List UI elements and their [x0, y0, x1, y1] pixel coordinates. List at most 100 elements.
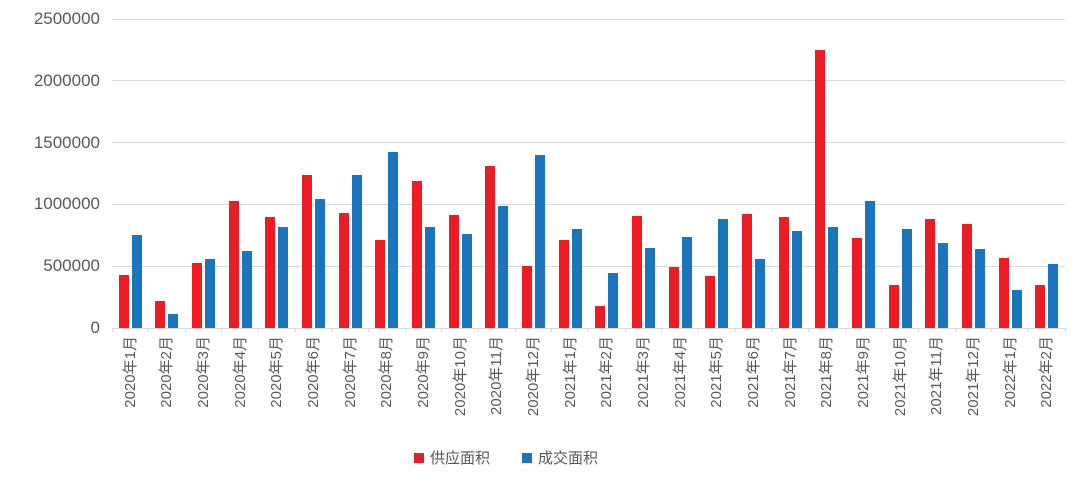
bar-group: [625, 19, 662, 328]
axis-tick: [588, 328, 589, 332]
bar-group: [222, 19, 259, 328]
axis-tick: [221, 328, 223, 332]
x-axis-tick-label: 2020年12月: [525, 336, 543, 417]
bar-成交面积: [608, 273, 619, 328]
bar-group: [698, 19, 735, 328]
bar-group: [295, 19, 332, 328]
y-axis-tick-label: 2500000: [33, 9, 100, 28]
bar-成交面积: [1011, 289, 1022, 328]
bar-成交面积: [864, 201, 875, 328]
x-axis-tick-label: 2020年9月: [415, 336, 433, 408]
bar-group: [772, 19, 809, 328]
bar-group: [735, 19, 772, 328]
axis-tick: [1027, 328, 1029, 332]
bar-成交面积: [938, 242, 949, 328]
bar-供应面积: [522, 266, 532, 328]
axis-tick: [294, 328, 296, 332]
bar-group: [405, 19, 442, 328]
x-axis-tick-label: 2021年7月: [781, 336, 799, 408]
bar-供应面积: [265, 216, 276, 328]
bar-成交面积: [901, 229, 912, 328]
bar-供应面积: [302, 174, 313, 328]
gridline: [112, 203, 1065, 205]
axis-tick: [661, 328, 663, 332]
bar-成交面积: [571, 229, 582, 328]
axis-tick: [771, 328, 773, 332]
axis-tick: [184, 328, 186, 332]
plot-area: [111, 18, 1066, 332]
bar-成交面积: [644, 248, 655, 328]
gridline: [112, 80, 1065, 82]
x-axis-tick-label: 2020年5月: [268, 336, 286, 408]
x-axis-tick-label: 2021年11月: [928, 336, 946, 415]
bar-供应面积: [778, 217, 789, 328]
x-axis-tick-label: 2021年4月: [671, 336, 689, 408]
bar-成交面积: [315, 198, 326, 328]
bar-成交面积: [498, 205, 509, 328]
x-axis-tick-label: 2020年1月: [121, 336, 139, 408]
axis-tick: [881, 328, 883, 332]
y-axis-tick-label: 0: [90, 318, 100, 337]
bar-group: [845, 19, 882, 328]
bar-成交面积: [828, 227, 839, 328]
axis-tick: [258, 328, 260, 332]
legend-swatch-成交面积: [522, 452, 532, 463]
bar-供应面积: [998, 258, 1009, 328]
x-axis-tick-label: 2020年8月: [378, 336, 396, 408]
bar-成交面积: [388, 151, 399, 328]
bar-group: [112, 19, 149, 328]
gridline: [112, 18, 1065, 20]
bar-group: [662, 19, 699, 328]
bar-供应面积: [485, 166, 496, 328]
bar-group: [332, 19, 369, 328]
x-axis-tick-label: 2020年6月: [305, 336, 323, 408]
bar-供应面积: [631, 216, 642, 328]
bar-成交面积: [681, 236, 692, 328]
axis-tick: [844, 328, 846, 332]
bar-成交面积: [718, 219, 729, 328]
x-axis-tick-label: 2021年2月: [598, 336, 616, 408]
axis-tick: [697, 328, 699, 332]
bar-供应面积: [888, 285, 899, 328]
x-axis-tick-label: 2020年3月: [195, 336, 213, 408]
bar-group: [479, 19, 516, 328]
bar-供应面积: [118, 275, 129, 328]
legend-item: 供应面积: [413, 447, 490, 468]
bar-group: [1028, 19, 1065, 328]
bar-成交面积: [425, 226, 436, 328]
axis-tick: [111, 328, 113, 332]
x-axis-tick-label: 2021年12月: [964, 336, 982, 417]
bar-供应面积: [558, 240, 569, 328]
bar-成交面积: [754, 258, 765, 328]
bar-group: [992, 19, 1029, 328]
legend: 供应面积 成交面积: [0, 447, 1012, 468]
bar-group: [515, 19, 552, 328]
x-axis-tick-label: 2020年4月: [231, 336, 249, 408]
y-axis-tick-label: 500000: [43, 256, 100, 276]
x-axis-tick-label: 2021年9月: [854, 336, 872, 408]
bar-group: [369, 19, 406, 328]
axis-tick: [368, 328, 370, 332]
x-axis-tick-label: 2021年6月: [744, 336, 762, 408]
bar-group: [589, 19, 626, 328]
x-axis-tick-label: 2020年2月: [158, 336, 176, 408]
bar-成交面积: [278, 226, 289, 328]
x-axis: 2020年1月 2020年2月 2020年3月 2020年4月 2020年5月 2020年…: [121, 336, 1056, 417]
x-axis-tick-label: 2020年11月: [488, 336, 506, 415]
axis-tick: [991, 328, 993, 332]
y-axis-tick-label: 1500000: [33, 132, 100, 152]
bar-成交面积: [535, 154, 545, 328]
gridline: [112, 265, 1065, 267]
bar-成交面积: [974, 248, 985, 328]
axis-tick: [1064, 328, 1066, 332]
x-axis-tick-label: 2020年10月: [451, 336, 469, 417]
bar-供应面积: [192, 262, 203, 328]
bar-供应面积: [228, 200, 239, 328]
bar-供应面积: [741, 213, 752, 328]
axis-tick: [331, 328, 333, 332]
x-axis-tick-label: 2022年2月: [1038, 336, 1056, 408]
bar-供应面积: [375, 239, 386, 328]
y-axis: 0 500000 1000000 1500000 2000000 2500000: [0, 0, 100, 340]
axis-tick: [917, 328, 919, 332]
